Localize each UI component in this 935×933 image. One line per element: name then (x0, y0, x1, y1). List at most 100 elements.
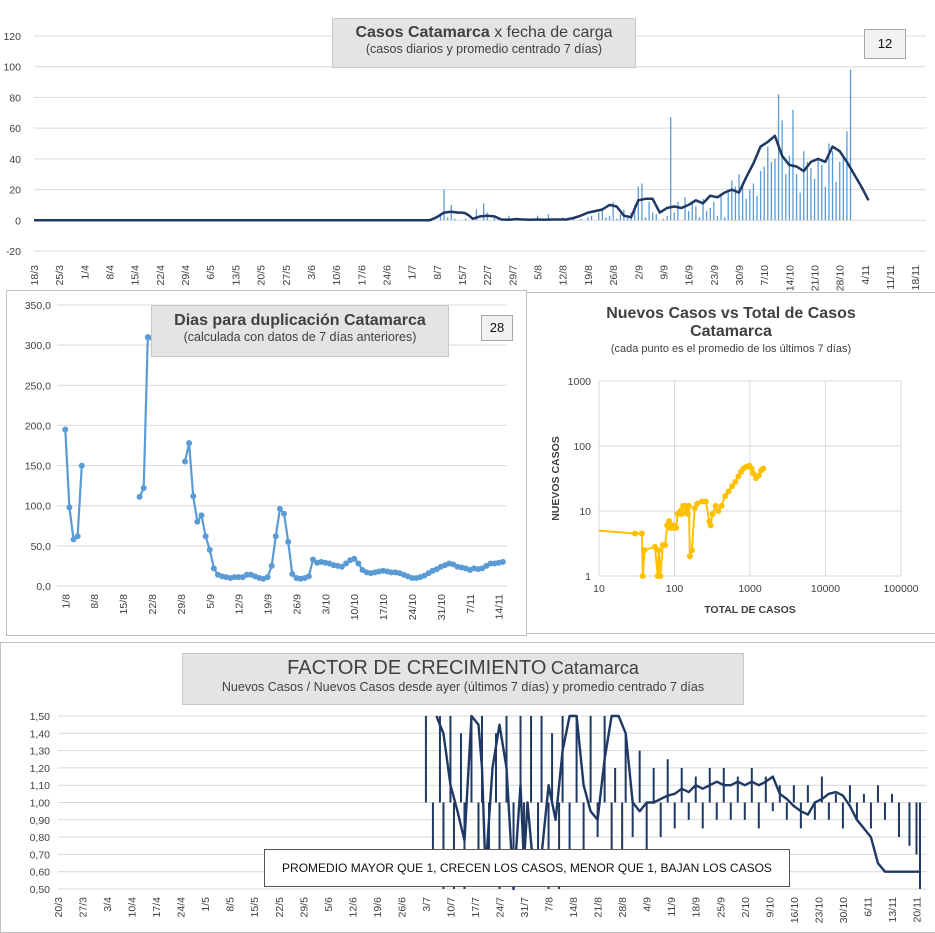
x-tick-label: 24/6 (381, 265, 393, 286)
chart-title: Casos Catamarca (355, 24, 490, 41)
x-tick-label: 1000 (738, 583, 762, 595)
daily-case-bar (770, 161, 773, 221)
scatter-point (685, 502, 692, 509)
x-tick-label: 1/8 (60, 594, 72, 609)
scatter-point (707, 522, 714, 529)
x-tick-label: 1/4 (79, 265, 91, 280)
scatter-point (632, 530, 639, 537)
x-tick-label: 100000 (883, 583, 918, 595)
daily-case-bar (673, 212, 675, 221)
x-tick-label: 16/10 (789, 897, 801, 923)
doubling-line (64, 429, 83, 541)
y-tick-label: 10 (579, 506, 591, 518)
doubling-point (235, 574, 242, 581)
x-tick-label: 11/9 (666, 897, 678, 917)
scatter-point (694, 500, 701, 507)
y-tick-label: 150,0 (25, 461, 51, 473)
x-tick-label: 27/3 (78, 897, 90, 918)
daily-case-bar (817, 158, 819, 221)
chart-title-rest: Catamarca (550, 658, 639, 678)
scatter-point (760, 465, 767, 472)
daily-case-bar (475, 209, 478, 221)
doubling-point (272, 533, 279, 540)
y-tick-label: 50,0 (31, 541, 52, 553)
scatter-point (735, 473, 742, 480)
daily-case-bar (587, 217, 589, 221)
daily-case-bar (508, 215, 510, 221)
daily-cases-title-box: Casos Catamarca x fecha de carga (casos … (332, 18, 636, 68)
daily-case-bar (670, 117, 672, 221)
daily-case-bar (824, 186, 826, 221)
growth-title-box: FACTOR DE CRECIMIENTO Catamarca Nuevos C… (182, 653, 744, 705)
daily-case-bar (641, 183, 643, 221)
y-tick-label: 100 (573, 441, 591, 453)
x-tick-label: 14/10 (784, 265, 796, 291)
daily-case-bar (626, 215, 629, 221)
x-tick-label: 15/4 (130, 265, 142, 286)
scatter-point (750, 470, 757, 477)
x-tick-label: 4/9 (642, 897, 654, 912)
x-tick-label: 1/7 (407, 265, 419, 280)
doubling-point (409, 574, 416, 581)
x-tick-label: 3/7 (421, 897, 433, 912)
new-vs-total-panel: 10 100 1000 10000 100000 1000 100 10 1 TOTAL DE C… (526, 292, 935, 634)
daily-case-bar (727, 192, 729, 221)
doubling-point (231, 574, 238, 581)
scatter-point (684, 510, 691, 517)
daily-case-bar (745, 198, 747, 221)
doubling-point (186, 440, 193, 447)
y-tick-label: 40 (9, 154, 21, 166)
daily-case-bar (821, 165, 823, 221)
doubling-point (78, 462, 85, 469)
chart-title: Nuevos Casos vs Total de Casos (606, 305, 856, 322)
x-tick-label: 13/11 (887, 897, 899, 923)
x-tick-label: 5/9 (205, 594, 217, 609)
daily-case-bar (655, 214, 657, 221)
x-tick-label: 31/10 (436, 594, 448, 620)
y-tick-label: 1000 (568, 376, 592, 388)
doubling-point (202, 533, 209, 540)
x-tick-label: 6/5 (205, 265, 217, 280)
scatter-line (598, 464, 764, 577)
x-tick-label: 6/11 (862, 897, 874, 917)
average-line (34, 134, 870, 222)
daily-case-bar (799, 192, 801, 221)
count-badge: 28 (481, 315, 513, 341)
daily-case-bar (698, 217, 701, 221)
scatter-point (709, 510, 716, 517)
doubling-point (487, 560, 494, 567)
x-tick-label: 20/11 (911, 897, 923, 923)
daily-case-bar (713, 201, 715, 221)
daily-case-bar (634, 204, 636, 221)
daily-case-bar (777, 94, 780, 221)
x-tick-label: 28/10 (835, 265, 847, 291)
daily-case-bar (702, 198, 704, 221)
scatter-point (712, 502, 719, 509)
daily-case-bar (716, 215, 719, 221)
doubling-point (268, 562, 275, 569)
chart-title-rest: x fecha de carga (494, 24, 613, 41)
y-tick-label: 200,0 (25, 420, 51, 432)
y-tick-label: 0,50 (30, 884, 51, 896)
doubling-point (264, 574, 271, 581)
x-tick-label: 10/10 (349, 594, 361, 620)
x-tick-label: 7/10 (759, 265, 771, 286)
doubling-point (342, 560, 349, 567)
scatter-point (732, 478, 739, 485)
doubling-line (138, 335, 153, 498)
y-tick-label: 1,40 (30, 728, 51, 740)
x-tick-label: 22/4 (155, 265, 167, 286)
daily-case-bar (723, 217, 726, 221)
y-tick-label: 60 (9, 123, 21, 135)
x-tick-label: 4/11 (860, 265, 872, 285)
doubling-days-panel: 350,0 300,0 250,0 200,0 150,0 100,0 50,0 0,0 1/8… (6, 290, 527, 636)
x-tick-label: 1/5 (200, 897, 212, 912)
doubling-point (309, 556, 316, 563)
x-tick-label: 10000 (811, 583, 840, 595)
y-tick-label: 1 (585, 571, 591, 583)
daily-case-bar (677, 201, 679, 221)
chart-title: FACTOR DE CRECIMIENTO (287, 657, 547, 679)
scatter-point (657, 573, 664, 579)
x-tick-label: 19/6 (372, 897, 384, 918)
